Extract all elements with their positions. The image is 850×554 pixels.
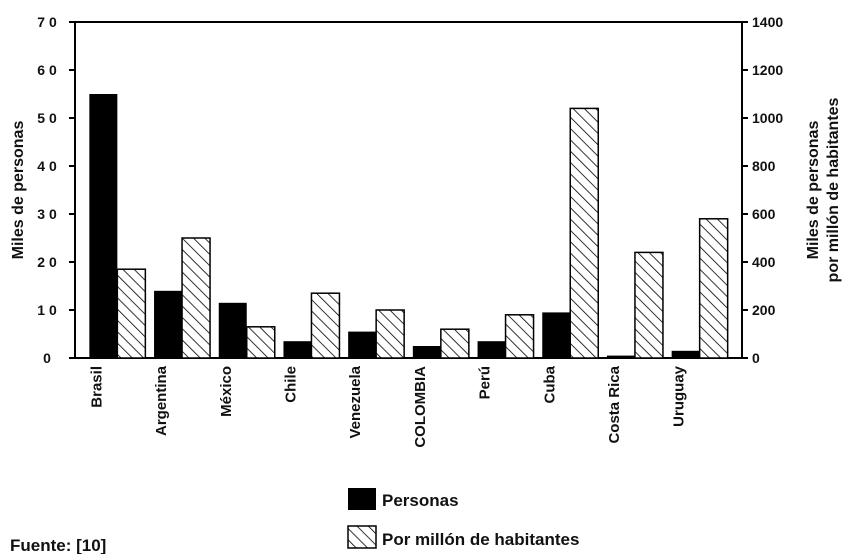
- right-tick-label: 200: [752, 302, 776, 318]
- bars-group: [89, 94, 729, 359]
- category-label: Argentina: [153, 365, 170, 436]
- left-tick-label: 4 0: [37, 158, 57, 174]
- legend-label-por-millon: Por millón de habitantes: [382, 530, 579, 549]
- category-label: Venezuela: [347, 365, 364, 438]
- y-axis-title-right-line1: Miles de personas: [805, 121, 822, 260]
- category-label: COLOMBIA: [412, 366, 429, 448]
- category-label: Perú: [477, 366, 494, 399]
- legend: Personas Por millón de habitantes: [347, 488, 579, 549]
- right-tick-label: 1000: [752, 110, 783, 126]
- bar-personas: [283, 341, 312, 358]
- category-label: Cuba: [541, 365, 558, 403]
- left-tick-label: 5 0: [37, 110, 57, 126]
- legend-label-personas: Personas: [382, 491, 459, 510]
- right-tick-label: 800: [752, 158, 776, 174]
- bar-por-millon: [116, 268, 147, 359]
- bar-personas: [154, 290, 183, 358]
- bar-personas: [606, 355, 635, 358]
- bar-personas: [542, 312, 571, 358]
- bar-por-millon: [634, 251, 664, 359]
- right-tick-label: 400: [752, 254, 776, 270]
- category-labels: Brasil Argentina México Chile Venezuela COLOM…: [88, 365, 687, 447]
- left-tick-label: 6 0: [37, 62, 57, 78]
- bar-por-millon: [698, 218, 729, 359]
- left-tick-label: 7 0: [37, 14, 57, 30]
- right-tick-label: 600: [752, 206, 776, 222]
- category-label: Brasil: [88, 366, 105, 408]
- category-label: Uruguay: [671, 365, 688, 427]
- category-label: Chile: [282, 366, 299, 403]
- bar-personas: [671, 350, 700, 358]
- bar-por-millon: [440, 328, 470, 359]
- bar-por-millon: [375, 309, 405, 359]
- left-axis: 0 1 0 2 0 3 0 4 0 5 0 6 0 7 0: [37, 14, 75, 366]
- right-tick-label: 1400: [752, 14, 783, 30]
- legend-swatch-personas: [348, 488, 376, 510]
- bar-personas: [477, 341, 506, 358]
- plot-frame: [74, 21, 743, 359]
- right-axis: 0 200 400 600 800 1000 1200 1400: [742, 14, 783, 366]
- category-label: Costa Rica: [606, 365, 623, 443]
- bar-personas: [89, 94, 118, 358]
- left-tick-label: 3 0: [37, 206, 57, 222]
- bar-por-millon: [310, 292, 341, 359]
- left-tick-label: 0: [43, 350, 51, 366]
- left-tick-label: 1 0: [37, 302, 57, 318]
- bar-personas: [412, 346, 441, 358]
- right-tick-label: 1200: [752, 62, 783, 78]
- bar-por-millon: [181, 237, 211, 359]
- category-label: México: [218, 366, 235, 417]
- right-tick-label: 0: [752, 350, 760, 366]
- bar-personas: [218, 302, 247, 358]
- left-tick-label: 2 0: [37, 254, 57, 270]
- bar-por-millon: [569, 107, 599, 359]
- bar-por-millon: [246, 326, 276, 359]
- source-note: Fuente: [10]: [10, 536, 106, 554]
- bar-por-millon: [504, 314, 535, 359]
- y-axis-title-right-line2: por millón de habitantes: [825, 97, 842, 282]
- legend-swatch-por-millon: [347, 525, 377, 549]
- bar-personas: [348, 331, 377, 358]
- y-axis-title-left: Miles de personas: [10, 121, 27, 260]
